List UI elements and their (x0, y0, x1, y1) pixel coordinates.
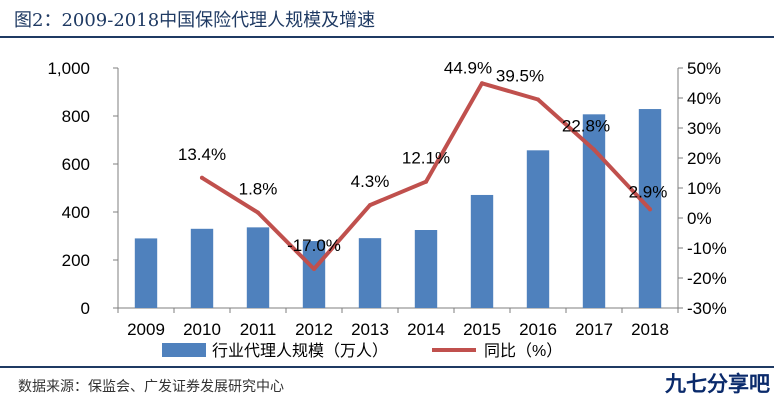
bar (470, 194, 494, 308)
x-tick-label: 2016 (519, 320, 557, 339)
x-axis: 2009 2010 2011 2012 2013 2014 2015 2016 2017 2018 (117, 307, 679, 339)
x-tick-label: 2010 (183, 320, 221, 339)
bar (358, 238, 382, 308)
x-tick-label: 2018 (631, 320, 669, 339)
bar (302, 241, 326, 308)
bar (582, 114, 606, 308)
x-tick-label: 2015 (463, 320, 501, 339)
x-tick-label: 2012 (295, 320, 333, 339)
legend: 行业代理人规模（万人） 同比（%） (162, 342, 562, 360)
line-point (480, 81, 484, 86)
line-point (648, 207, 652, 212)
line-data-label: -17.0% (287, 236, 341, 255)
bar (414, 230, 438, 308)
right-tick-label: 50% (687, 59, 721, 78)
left-tick-label: 0 (81, 299, 90, 318)
line-data-label: 39.5% (496, 67, 544, 86)
watermark-logo: 九七分享吧 (665, 372, 770, 396)
right-tick-label: 30% (687, 119, 721, 138)
line-point (312, 267, 316, 271)
left-tick-label: 200 (62, 251, 90, 270)
x-tick-label: 2017 (575, 320, 613, 339)
bar (134, 238, 158, 308)
legend-bar-swatch (162, 343, 206, 357)
left-tick-label: 1,000 (47, 59, 90, 78)
line-point (424, 179, 428, 184)
right-tick-label: 20% (687, 149, 721, 168)
line-point (592, 147, 596, 152)
line-point (200, 175, 204, 180)
line-data-label: 13.4% (178, 145, 226, 164)
bar (246, 227, 270, 308)
left-axis: 0 200 400 600 800 1,000 (47, 59, 119, 318)
source-note: 数据来源：保监会、广发证券发展研究中心 (18, 379, 284, 395)
right-tick-label: 10% (687, 179, 721, 198)
left-tick-label: 800 (62, 107, 90, 126)
left-tick-label: 400 (62, 203, 90, 222)
line-data-label: 44.9% (444, 58, 492, 77)
bar (526, 150, 550, 308)
line-point (256, 210, 260, 215)
x-tick-label: 2009 (127, 320, 165, 339)
right-tick-label: 40% (687, 89, 721, 108)
line-data-labels: 13.4% 1.8% -17.0% 4.3% 12.1% 44.9% 39.5% 22.8% 2… (178, 58, 667, 255)
bar (190, 228, 214, 308)
line-series (200, 81, 652, 271)
line-data-label: 22.8% (562, 117, 610, 136)
x-tick-label: 2014 (407, 320, 445, 339)
title-divider (0, 36, 774, 38)
right-tick-label: 0% (687, 209, 712, 228)
right-tick-label: -10% (687, 239, 727, 258)
legend-line-label: 同比（%） (484, 342, 562, 360)
figure-title: 图2：2009-2018中国保险代理人规模及增速 (14, 10, 376, 31)
x-tick-label: 2013 (351, 320, 389, 339)
line-data-label: 1.8% (239, 180, 278, 199)
right-axis: -30% -20% -10% 0% 10% 20% 30% 40% 50% (677, 59, 727, 318)
line-data-label: 4.3% (351, 172, 390, 191)
right-tick-label: -20% (687, 269, 727, 288)
right-tick-label: -30% (687, 299, 727, 318)
x-tick-label: 2011 (240, 320, 277, 339)
bar-series (134, 109, 662, 308)
footer-divider (0, 366, 774, 368)
line-data-label: 2.9% (629, 182, 668, 201)
combo-chart: 0 200 400 600 800 1,000 -30% -20% -10% 0% 10% 20% 3… (47, 58, 727, 360)
legend-bar-label: 行业代理人规模（万人） (212, 342, 388, 360)
line-point (368, 203, 372, 208)
line-data-label: 12.1% (402, 149, 450, 168)
line-point (536, 97, 540, 102)
left-tick-label: 600 (62, 155, 90, 174)
